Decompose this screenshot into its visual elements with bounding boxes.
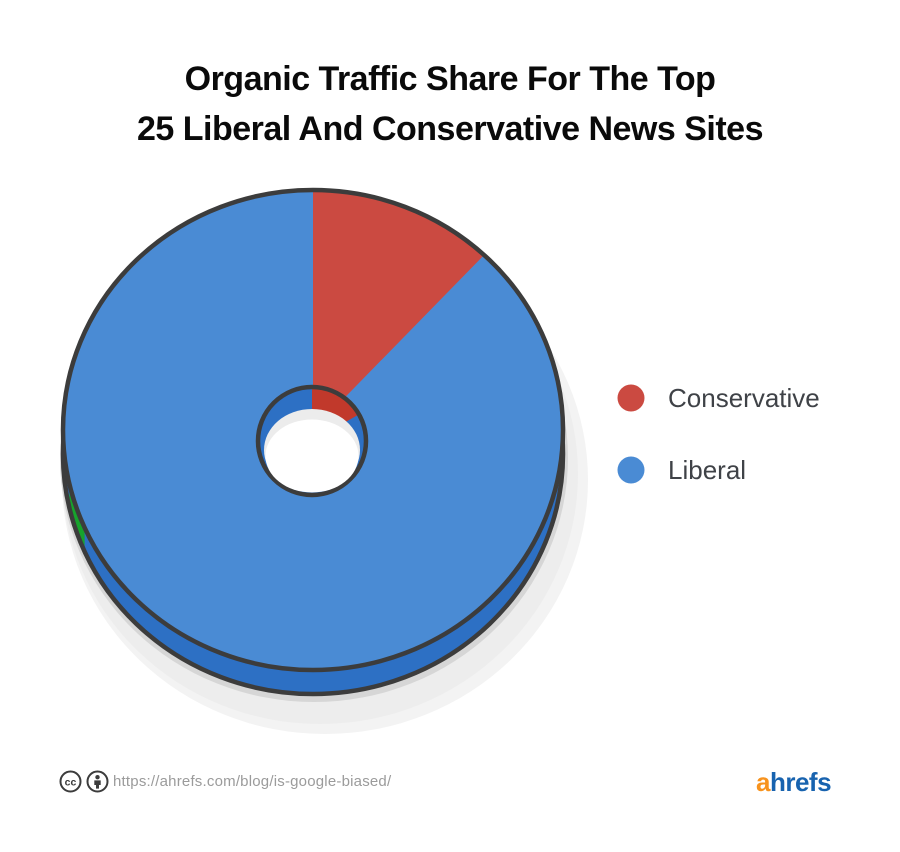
license-icons: cc	[59, 770, 109, 793]
legend-label-liberal: Liberal	[668, 455, 747, 485]
conservative-swatch-icon	[617, 384, 645, 412]
chart-title-line2: 25 Liberal And Conservative News Sites	[137, 110, 764, 148]
legend: Conservative Liberal	[617, 384, 820, 528]
ahrefs-logo-hrefs: hrefs	[769, 767, 832, 797]
liberal-swatch-icon	[617, 456, 645, 484]
conservative-slice	[313, 190, 485, 430]
source-url: https://ahrefs.com/blog/is-google-biased…	[113, 773, 392, 790]
legend-item-conservative: Conservative	[617, 384, 820, 412]
chart-title: Organic Traffic Share For The Top 25 Lib…	[0, 54, 900, 154]
ahrefs-logo: ahrefs	[756, 767, 832, 798]
cc-icon: cc	[59, 770, 82, 793]
legend-item-liberal: Liberal	[617, 456, 820, 484]
ahrefs-logo-a: a	[756, 767, 770, 797]
legend-label-conservative: Conservative	[668, 383, 820, 413]
attribution-icon	[86, 770, 109, 793]
svg-text:cc: cc	[65, 776, 77, 788]
hole-floor	[265, 419, 359, 493]
pie-top-outline	[60, 187, 566, 673]
chart-title-line1: Organic Traffic Share For The Top	[184, 60, 716, 98]
footer: cc https://ahrefs.com/blog/is-google-bia…	[0, 766, 900, 798]
hole-outline	[255, 384, 369, 498]
